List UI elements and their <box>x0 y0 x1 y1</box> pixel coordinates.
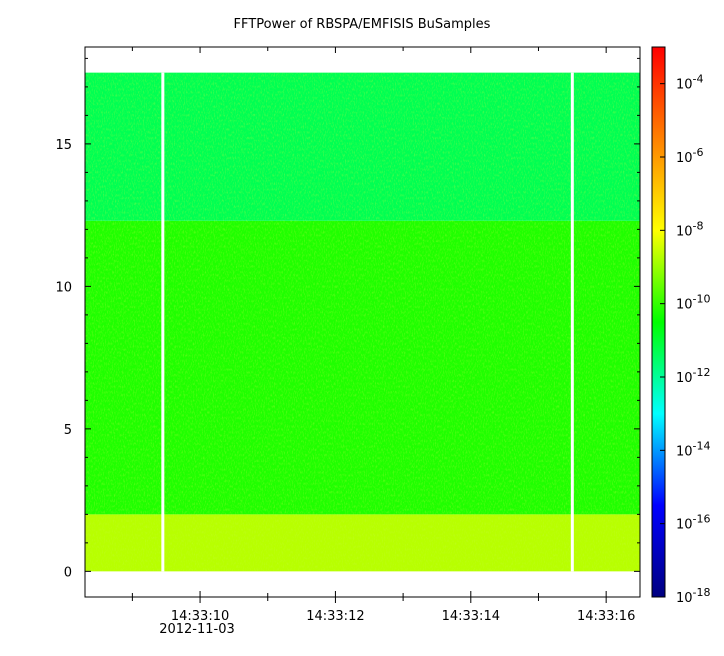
plot-frame <box>84 46 641 598</box>
colorbar-ticks: 10-4 10-6 10-8 10-10 10-12 10-14 10-16 10-18 <box>660 73 711 606</box>
heatmap-texture <box>85 72 640 572</box>
x-tick-label: 14:33:14 <box>442 609 500 624</box>
x-date-label: 2012-11-03 <box>159 622 235 637</box>
y-tick-label: 5 <box>64 423 72 438</box>
x-tick-label: 14:33:12 <box>306 609 364 624</box>
data-gap <box>570 72 574 572</box>
data-gaps <box>161 72 574 572</box>
x-tick-label: 14:33:16 <box>577 609 635 624</box>
colorbar-tick-label: 10-12 <box>676 366 711 386</box>
y-axis: 0 5 10 15 <box>55 57 640 580</box>
y-tick-label: 0 <box>64 565 72 580</box>
colorbar-tick-label: 10-16 <box>676 513 711 533</box>
y-tick-label: 15 <box>55 138 72 153</box>
colorbar-tick-label: 10-10 <box>676 293 711 313</box>
colorbar-tick-label: 10-8 <box>676 219 704 239</box>
colorbar-tick-label: 10-18 <box>676 586 711 606</box>
colorbar-tick-label: 10-6 <box>676 146 704 166</box>
colorbar-tick-label: 10-4 <box>676 73 704 93</box>
y-tick-label: 10 <box>55 280 72 295</box>
x-tick-label: 14:33:10 <box>171 609 229 624</box>
data-gap <box>161 72 165 572</box>
chart-title: FFTPower of RBSPA/EMFISIS BuSamples <box>233 17 491 32</box>
colorbar <box>651 46 666 598</box>
heatmap-speckle <box>85 72 640 572</box>
colorbar-tick-label: 10-14 <box>676 439 711 459</box>
x-axis: 14:33:10 14:33:12 14:33:14 14:33:16 <box>131 47 635 624</box>
